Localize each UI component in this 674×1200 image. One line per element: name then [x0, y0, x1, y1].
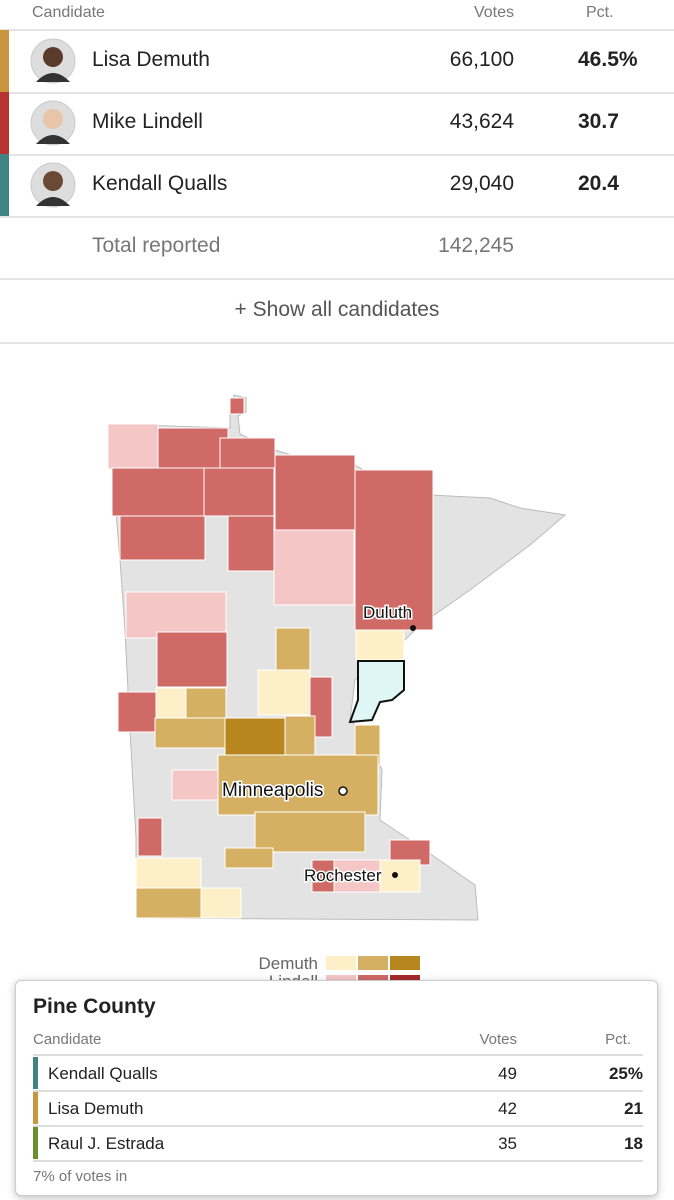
- total-row: Total reported 142,245: [0, 216, 674, 280]
- candidate-photo: [30, 162, 76, 208]
- column-header: Candidate: [32, 4, 105, 21]
- county-popup: Pine County Candidate Votes Pct. Kendall…: [15, 980, 658, 1196]
- candidate-votes: 29,040: [449, 172, 514, 195]
- party-color-bar: [33, 1057, 38, 1089]
- divider: [33, 1054, 643, 1056]
- party-color-bar: [33, 1127, 38, 1159]
- counties: [107, 397, 434, 919]
- party-color-bar: [33, 1092, 38, 1124]
- city-label: Duluth: [363, 603, 412, 622]
- candidate-votes: 35: [498, 1134, 517, 1153]
- legend-label: Lindell: [269, 972, 318, 980]
- column-header: Votes: [479, 1031, 517, 1048]
- candidate-name: Kendall Qualls: [92, 172, 228, 195]
- legend-swatch: [390, 956, 420, 970]
- candidate-pct: 46.5%: [578, 48, 638, 71]
- candidate-pct: 30.7: [578, 110, 619, 133]
- total-label: Total reported: [92, 234, 221, 257]
- party-color-bar: [0, 154, 9, 216]
- button-label: + Show all candidates: [234, 298, 440, 321]
- city-dot: [392, 872, 398, 878]
- candidate-pct: 21: [624, 1099, 643, 1118]
- candidate-row: Mike Lindell 43,624 30.7: [0, 92, 674, 156]
- divider: [0, 29, 674, 31]
- popup-row: Lisa Demuth 42 21: [33, 1091, 643, 1127]
- candidate-votes: 49: [498, 1064, 517, 1083]
- candidate-pct: 18: [624, 1134, 643, 1153]
- party-color-bar: [0, 92, 9, 154]
- show-all-button[interactable]: + Show all candidates: [0, 278, 674, 344]
- candidate-row: Kendall Qualls 29,040 20.4: [0, 154, 674, 218]
- city-label: Rochester: [304, 866, 382, 885]
- candidate-votes: 42: [498, 1099, 517, 1118]
- total-votes: 142,245: [438, 234, 514, 257]
- popup-footer: 7% of votes in: [33, 1168, 128, 1185]
- city-dot: [338, 786, 348, 796]
- legend-swatch: [326, 975, 356, 980]
- city-dot: [410, 625, 416, 631]
- candidate-pct: 25%: [608, 1064, 643, 1083]
- candidate-name: Raul J. Estrada: [48, 1134, 165, 1153]
- candidate-pct: 20.4: [578, 172, 619, 195]
- legend-swatch: [390, 975, 420, 980]
- legend-swatch: [326, 956, 356, 970]
- candidate-name: Lisa Demuth: [92, 48, 210, 71]
- legend-label: Demuth: [258, 954, 318, 973]
- map: Duluth Minneapolis Rochester Demuth Lind…: [107, 394, 567, 980]
- column-header: Votes: [473, 4, 514, 21]
- candidate-votes: 66,100: [449, 48, 514, 71]
- city-label: Minneapolis: [222, 780, 323, 801]
- candidate-photo: [30, 38, 76, 84]
- candidate-name: Kendall Qualls: [48, 1064, 158, 1083]
- column-header: Pct.: [586, 4, 614, 21]
- popup-row: Raul J. Estrada 35 18: [33, 1126, 643, 1162]
- candidate-name: Mike Lindell: [92, 110, 203, 133]
- legend-swatch: [358, 956, 388, 970]
- candidate-row: Lisa Demuth 66,100 46.5%: [0, 30, 674, 94]
- candidate-name: Lisa Demuth: [48, 1099, 144, 1118]
- party-color-bar: [0, 30, 9, 92]
- column-header: Candidate: [33, 1031, 102, 1048]
- legend-swatch: [358, 975, 388, 980]
- candidate-photo: [30, 100, 76, 146]
- candidate-votes: 43,624: [449, 110, 514, 133]
- column-header: Pct.: [605, 1031, 631, 1048]
- selected-county: [348, 660, 405, 724]
- popup-row: Kendall Qualls 49 25%: [33, 1056, 643, 1092]
- popup-title: Pine County: [33, 995, 156, 1018]
